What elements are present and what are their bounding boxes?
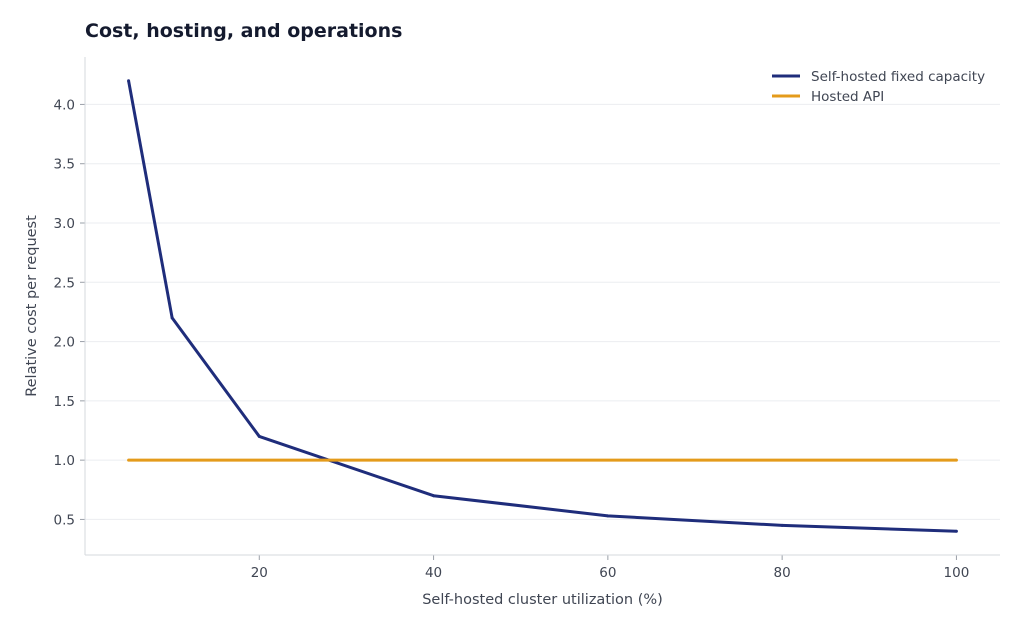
gridlines: [85, 103, 1000, 520]
data-point: [432, 494, 436, 498]
legend-label-1: Self-hosted fixed capacity: [811, 69, 985, 85]
axes: 0.5 1.0 1.5 2.0 2.5 3.0 3.5 4.0 20 40 60 80 100: [54, 57, 1000, 581]
x-tick-label: 60: [599, 565, 616, 581]
data-point: [257, 434, 261, 438]
data-point: [170, 316, 174, 320]
data-point: [954, 529, 958, 533]
y-tick-label: 2.0: [54, 335, 75, 351]
series-lines: [127, 79, 958, 533]
y-tick-label: 3.0: [54, 216, 75, 232]
data-point: [954, 458, 958, 462]
legend: Self-hosted fixed capacity Hosted API: [772, 69, 985, 105]
y-axis-label: Relative cost per request: [24, 215, 40, 397]
data-point: [780, 523, 784, 527]
chart-title: Cost, hosting, and operations: [85, 20, 403, 42]
y-tick-label: 3.5: [54, 157, 75, 173]
y-tick-label: 0.5: [54, 512, 75, 528]
x-tick-label: 20: [251, 565, 268, 581]
data-point: [127, 79, 131, 83]
x-tick-label: 80: [774, 565, 791, 581]
series-line-1: [127, 80, 957, 533]
y-tick-label: 1.5: [54, 394, 75, 410]
y-tick-label: 2.5: [54, 275, 75, 291]
legend-label-2: Hosted API: [811, 89, 884, 105]
data-point: [606, 514, 610, 518]
x-tick-label: 100: [944, 565, 970, 581]
x-axis-label: Self-hosted cluster utilization (%): [422, 592, 663, 608]
x-tick-label: 40: [425, 565, 442, 581]
data-point: [127, 458, 131, 462]
y-tick-label: 1.0: [54, 453, 75, 469]
y-tick-label: 4.0: [54, 97, 75, 113]
